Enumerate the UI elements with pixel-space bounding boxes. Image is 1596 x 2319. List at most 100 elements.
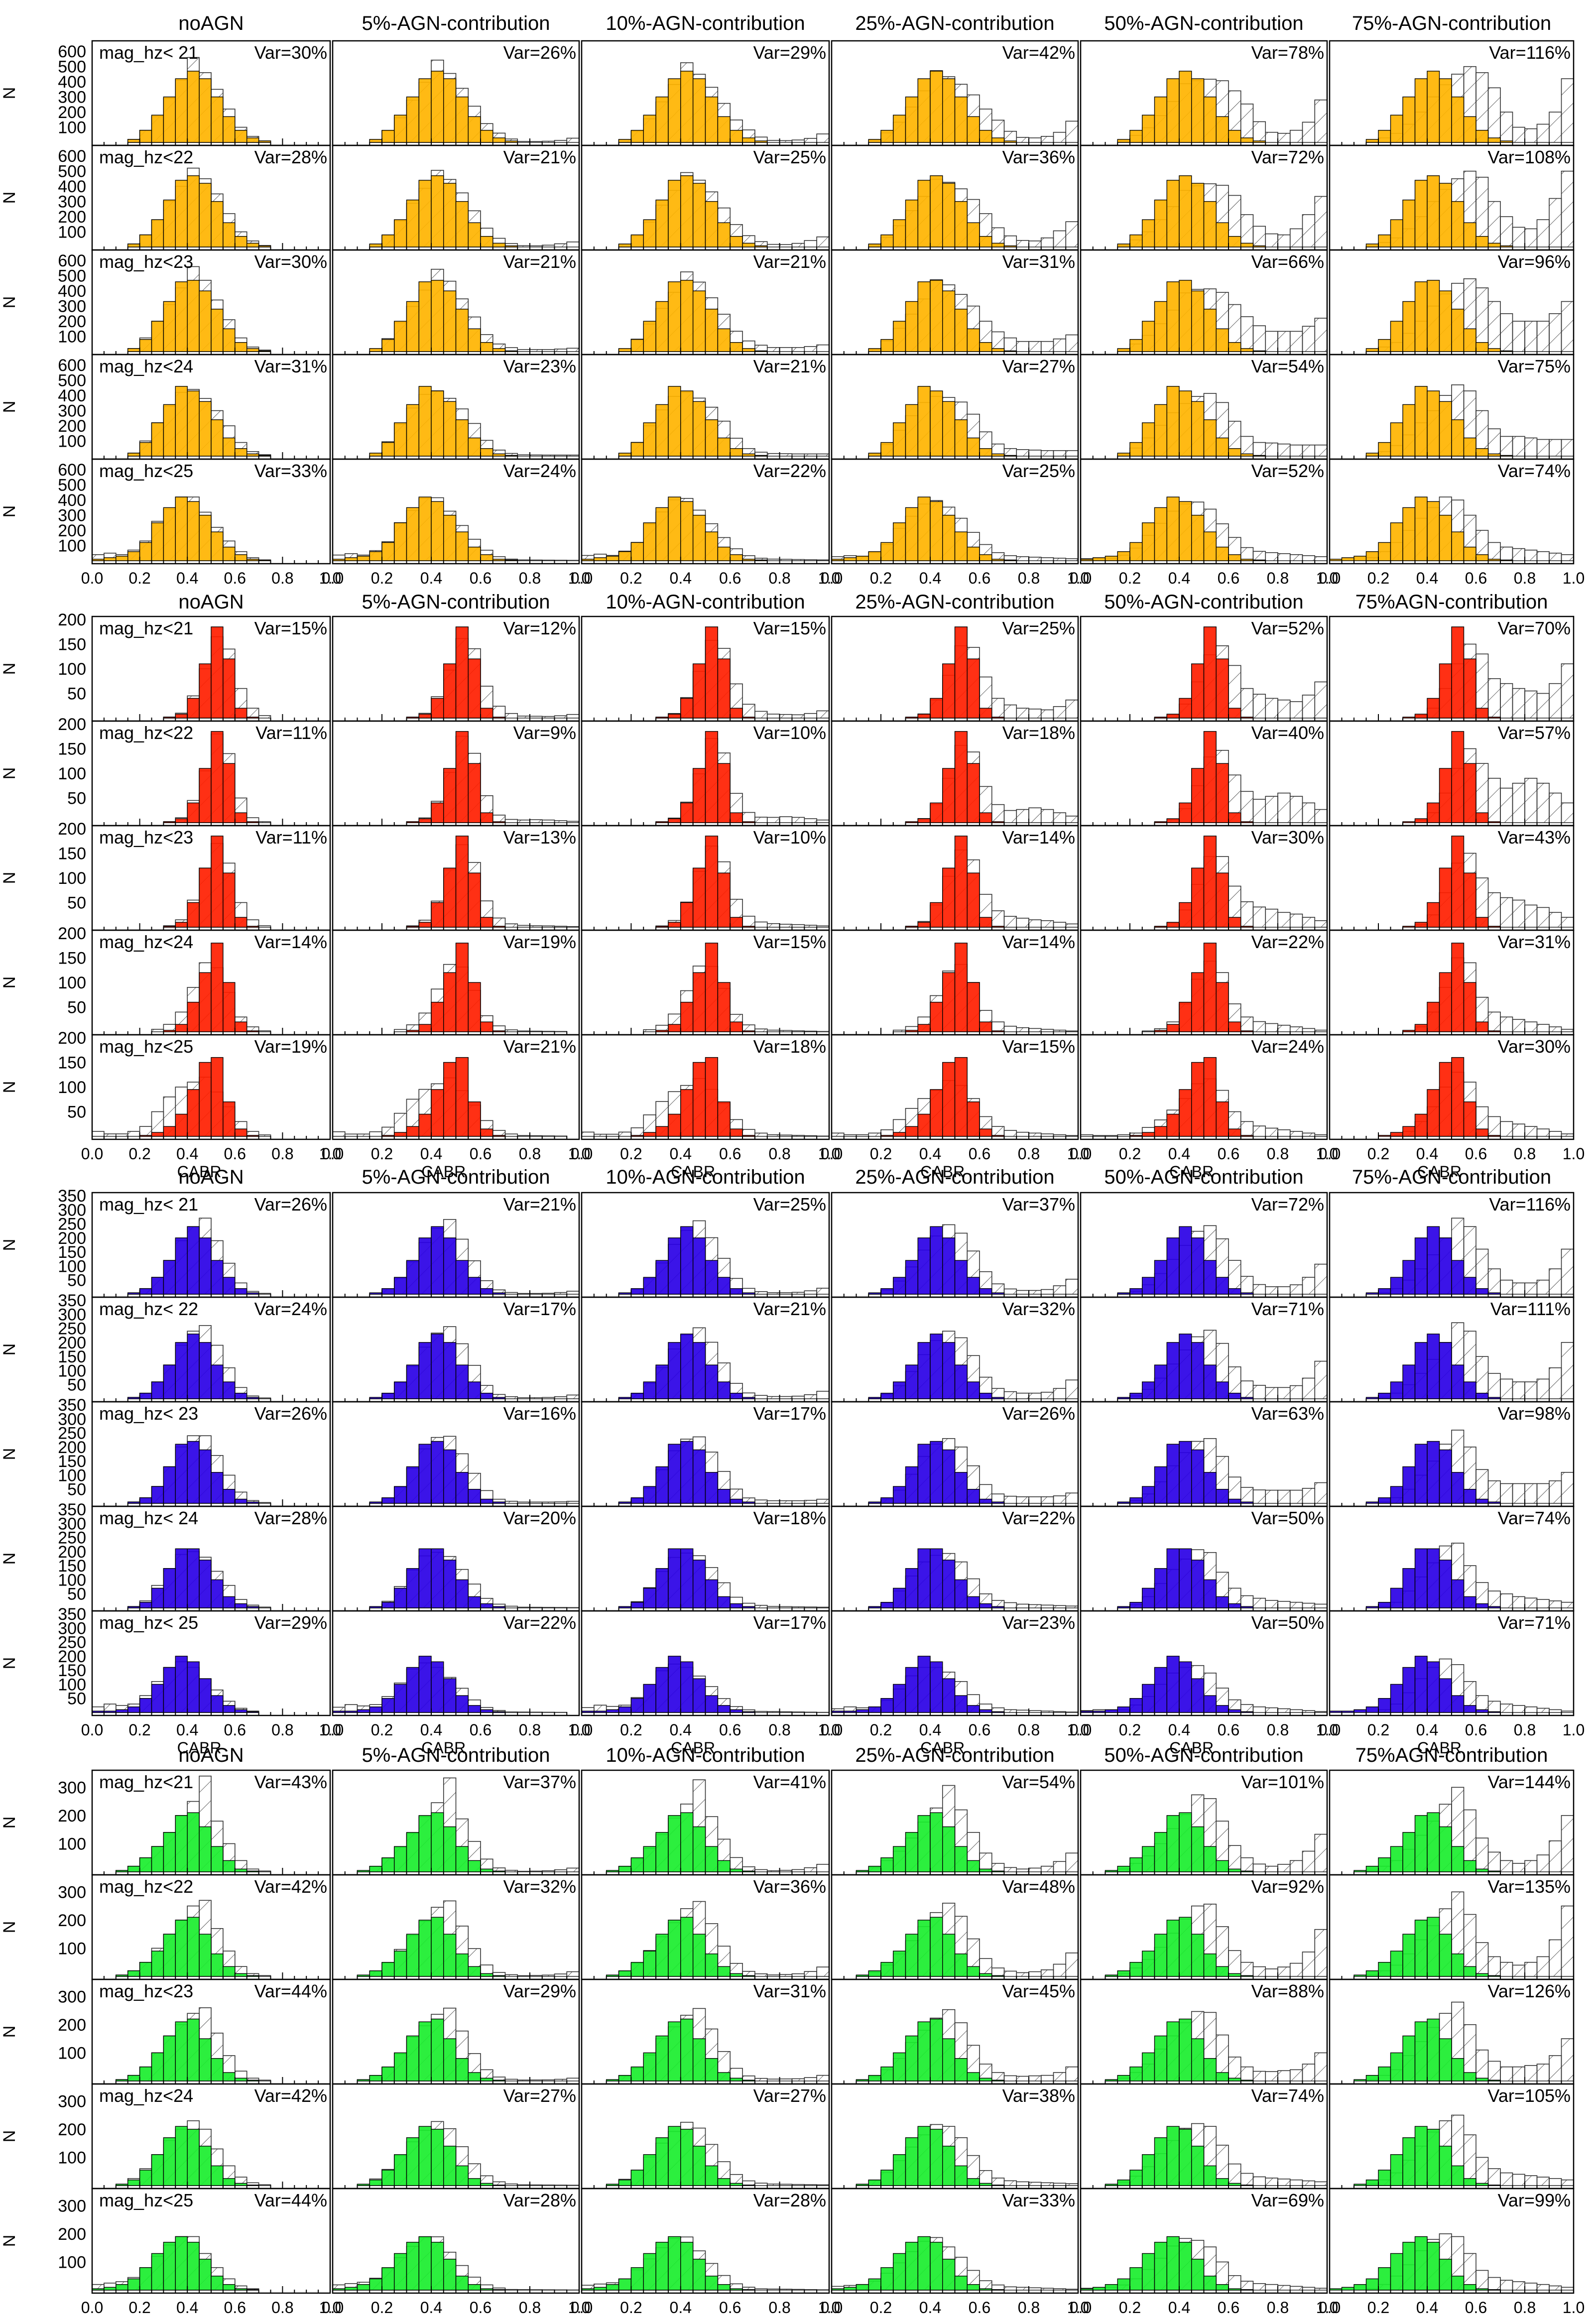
- filled-bar: [1390, 1587, 1403, 1608]
- filled-bar: [991, 1030, 1005, 1032]
- column-header-1: 5%-AGN-contribution: [362, 1744, 550, 1766]
- filled-bar: [1228, 1498, 1241, 1504]
- filled-bar: [942, 401, 956, 457]
- filled-bar: [406, 96, 419, 143]
- panel-1-4: Var=71%: [1080, 1296, 1328, 1403]
- hatched-bar: [1524, 321, 1538, 352]
- filled-bar: [406, 717, 419, 719]
- filled-bar: [1390, 115, 1403, 143]
- filled-bar: [742, 821, 755, 823]
- filled-bar: [680, 390, 694, 457]
- var-label: Var=26%: [254, 1403, 327, 1424]
- hatched-bar: [816, 1498, 830, 1504]
- hatched-bar: [1240, 214, 1254, 247]
- hatched-bar: [779, 244, 793, 247]
- filled-bar: [455, 419, 469, 457]
- filled-bar: [139, 1698, 152, 1713]
- hatched-bar: [816, 1288, 830, 1295]
- y-tick-label: 250: [58, 1215, 86, 1234]
- hatched-bar: [766, 714, 780, 719]
- filled-bar: [1154, 199, 1167, 247]
- panel-0-2: Var=25%: [581, 1192, 830, 1298]
- filled-bar: [455, 96, 469, 143]
- filled-bar: [223, 1277, 236, 1295]
- filled-bar: [954, 1579, 968, 1608]
- filled-bar: [905, 507, 918, 561]
- filled-bar: [930, 1441, 943, 1504]
- filled-bar: [668, 180, 681, 247]
- hatched-bar: [1536, 219, 1550, 247]
- hatched-bar: [1289, 796, 1303, 823]
- hatched-bar: [258, 1134, 271, 1137]
- var-label: Var=98%: [1498, 1403, 1571, 1424]
- hatched-bar: [1500, 1016, 1513, 1032]
- hatched-bar: [742, 916, 755, 928]
- filled-bar: [235, 1709, 247, 1713]
- filled-bar: [668, 818, 681, 823]
- x-tick-label: 0.8: [1514, 1721, 1536, 1739]
- hatched-bar: [1016, 1868, 1029, 1872]
- x-tick-label: 1.0: [568, 569, 590, 587]
- filled-bar: [139, 339, 152, 352]
- filled-bar: [492, 1397, 506, 1399]
- x-tick-label: 0.4: [919, 1721, 941, 1739]
- hatched-bar: [517, 1397, 530, 1399]
- panel-0-0: mag_hz< 21 Var=26%: [91, 1192, 331, 1298]
- hatched-bar: [357, 1133, 370, 1137]
- x-tick-label: 0.4: [1416, 1721, 1438, 1739]
- filled-bar: [468, 437, 481, 457]
- filled-bar: [705, 1057, 719, 1137]
- hatched-bar: [1314, 556, 1328, 561]
- hatched-bar: [529, 1606, 543, 1608]
- hatched-bar: [816, 925, 830, 928]
- filled-bar: [967, 658, 980, 719]
- filled-bar: [1475, 129, 1489, 143]
- hatched-bar: [991, 804, 1005, 823]
- panel-3-5: Var=75%: [1329, 354, 1575, 460]
- hatched-bar: [581, 1131, 595, 1137]
- filled-bar: [1475, 448, 1489, 457]
- panel-3-3: Var=27%: [831, 354, 1079, 460]
- filled-bar: [905, 199, 918, 247]
- filled-bar: [1129, 339, 1143, 352]
- filled-bar: [151, 1132, 164, 1137]
- row-label: mag_hz< 21: [99, 42, 198, 63]
- filled-bar: [1216, 1277, 1229, 1295]
- row-label: mag_hz< 25: [99, 1612, 198, 1633]
- filled-bar: [1414, 386, 1428, 457]
- hatched-bar: [504, 1870, 518, 1872]
- filled-bar: [468, 1277, 481, 1295]
- y-tick-label: 100: [58, 1834, 86, 1853]
- hatched-bar: [804, 240, 817, 247]
- x-tick-label: 0.6: [719, 1721, 741, 1739]
- y-tick-label: 500: [58, 58, 86, 77]
- filled-bar: [668, 281, 681, 352]
- filled-bar: [1179, 698, 1192, 719]
- hatched-bar: [529, 716, 543, 719]
- var-label: Var=111%: [1490, 1299, 1571, 1319]
- filled-bar: [127, 453, 140, 457]
- filled-bar: [1117, 1397, 1130, 1399]
- hatched-bar: [1053, 230, 1067, 247]
- filled-bar: [717, 1596, 731, 1608]
- filled-bar: [163, 96, 176, 143]
- filled-bar: [1439, 401, 1452, 457]
- filled-bar: [730, 554, 743, 561]
- hatched-bar: [1028, 709, 1042, 719]
- filled-bar: [905, 1126, 918, 1137]
- filled-bar: [1439, 768, 1452, 823]
- filled-bar: [742, 926, 755, 928]
- filled-bar: [1439, 663, 1452, 719]
- filled-bar: [381, 234, 395, 247]
- x-tick-label: 0.8: [1267, 1721, 1289, 1739]
- filled-bar: [880, 1392, 894, 1399]
- filled-bar: [455, 1057, 469, 1137]
- hatched-bar: [816, 236, 830, 247]
- filled-bar: [431, 501, 444, 561]
- var-label: Var=15%: [254, 618, 327, 638]
- hatched-bar: [804, 1606, 817, 1608]
- column-header-2: 10%-AGN-contribution: [606, 591, 805, 613]
- hatched-bar: [1053, 1495, 1067, 1504]
- filled-bar: [406, 1667, 419, 1713]
- filled-bar: [692, 183, 706, 247]
